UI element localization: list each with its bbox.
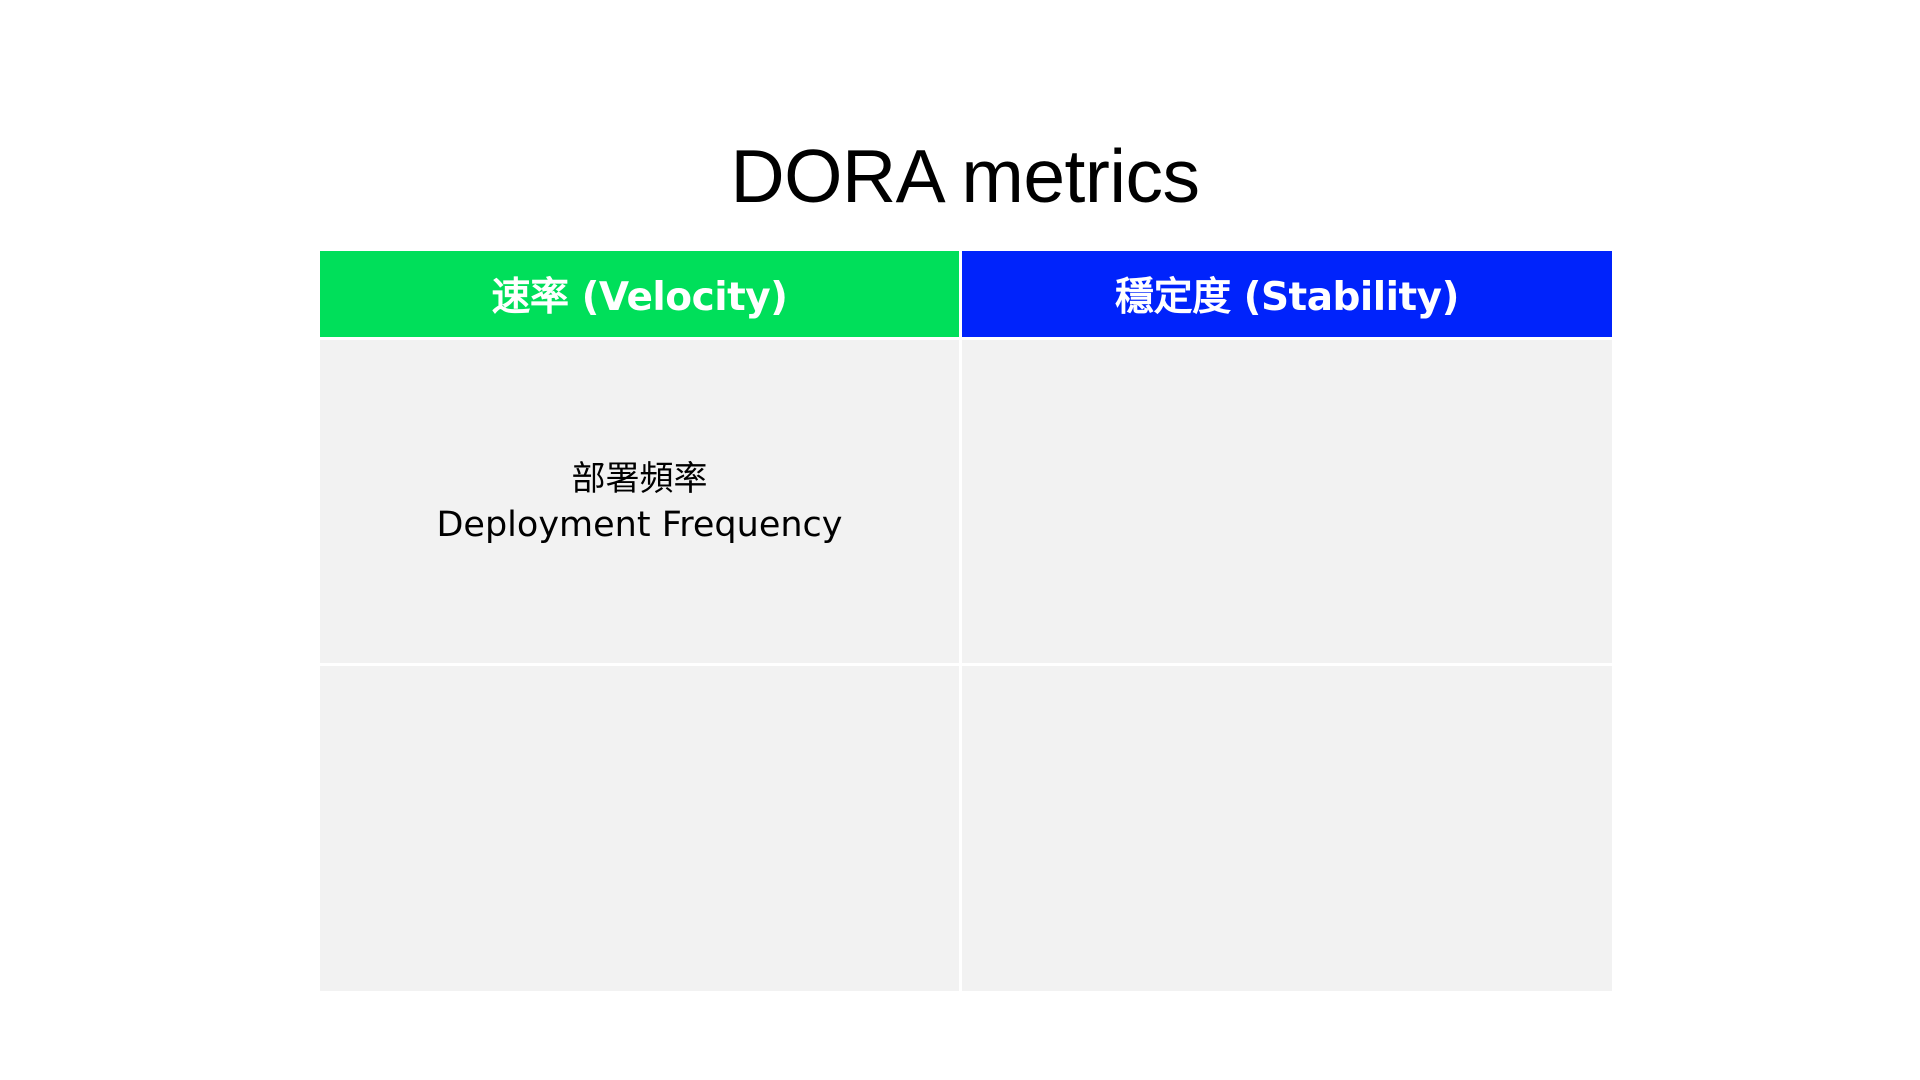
table-cell-velocity-1: 部署頻率 Deployment Frequency: [320, 340, 959, 663]
table-cell-velocity-2: [320, 666, 959, 991]
table-cell-stability-2: [962, 666, 1612, 991]
velocity-header-label: 速率 (Velocity): [491, 275, 788, 320]
cell-label-english: Deployment Frequency: [436, 504, 843, 545]
slide-title: DORA metrics: [730, 134, 1200, 218]
metrics-table: 速率 (Velocity) 穩定度 (Stability) 部署頻率 Deplo…: [320, 251, 1612, 991]
stability-header-label: 穩定度 (Stability): [1115, 275, 1459, 320]
stability-header: 穩定度 (Stability): [962, 251, 1612, 337]
table-cell-stability-1: [962, 340, 1612, 663]
velocity-header: 速率 (Velocity): [320, 251, 959, 337]
cell-label-chinese: 部署頻率: [571, 458, 708, 499]
